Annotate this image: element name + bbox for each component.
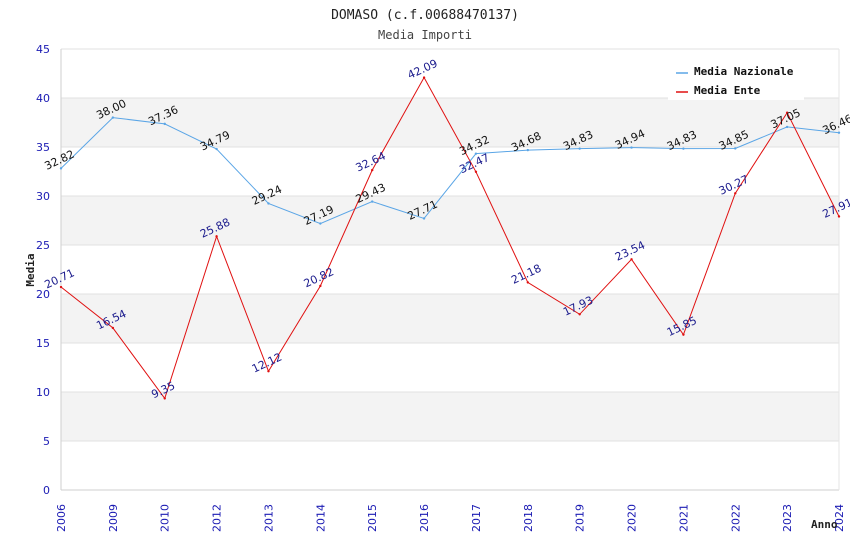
x-tick-label: 2014 <box>314 504 327 532</box>
data-point <box>371 168 374 172</box>
series-line-media-ente <box>60 76 840 400</box>
x-tick-label: 2019 <box>574 504 587 532</box>
data-point <box>111 116 115 119</box>
chart-title: DOMASO (c.f.00688470137) <box>331 8 519 23</box>
legend-label-media-ente: Media Ente <box>694 84 761 97</box>
data-point <box>267 370 270 373</box>
data-label: 12.12 <box>250 351 284 376</box>
x-axis-ticks: 2006 2009 2010 2012 2013 2014 2015 2016 2017 2018… <box>55 504 846 532</box>
x-tick-label: 2018 <box>522 504 535 532</box>
data-point <box>682 147 685 150</box>
data-point <box>785 125 789 129</box>
y-tick-label: 15 <box>36 337 50 350</box>
data-point <box>734 147 737 150</box>
legend-label-media-nazionale: Media Nazionale <box>694 65 794 78</box>
x-tick-label: 2013 <box>262 504 275 532</box>
data-point <box>578 147 581 150</box>
data-point <box>734 192 737 195</box>
x-tick-label: 2010 <box>159 504 172 532</box>
x-tick-label: 2017 <box>470 504 483 532</box>
x-tick-label: 2022 <box>729 504 742 532</box>
data-point <box>526 281 529 284</box>
x-tick-label: 2009 <box>107 504 120 532</box>
y-tick-label: 10 <box>36 386 50 399</box>
y-axis-ticks: 0 5 10 15 20 25 30 35 40 45 <box>36 43 50 497</box>
data-point <box>422 76 426 79</box>
axes <box>60 48 840 491</box>
data-point <box>163 397 166 400</box>
legend: Media Nazionale Media Ente <box>668 60 804 100</box>
data-point <box>837 131 841 134</box>
data-label: 32.64 <box>354 149 388 174</box>
data-point <box>422 217 426 220</box>
x-tick-label: 2012 <box>211 504 224 532</box>
data-point <box>215 147 218 151</box>
data-point <box>474 170 478 173</box>
data-label: 30.27 <box>717 173 751 198</box>
chart-subtitle: Media Importi <box>378 28 472 42</box>
y-axis-label: Media <box>24 253 37 286</box>
data-point <box>267 202 270 205</box>
grid-bands <box>61 98 839 441</box>
x-tick-label: 2015 <box>366 504 379 532</box>
y-tick-label: 20 <box>36 288 50 301</box>
data-label: 20.71 <box>42 266 76 291</box>
y-tick-label: 45 <box>36 43 50 56</box>
y-tick-label: 30 <box>36 190 50 203</box>
series-layer <box>59 76 841 400</box>
data-point <box>682 333 685 336</box>
series-line-media-nazionale <box>60 117 840 225</box>
x-tick-label: 2021 <box>677 504 690 532</box>
grid-band <box>61 392 839 441</box>
data-point <box>474 152 478 155</box>
x-tick-label: 2024 <box>833 504 846 532</box>
grid-band <box>61 196 839 245</box>
data-point <box>837 215 841 218</box>
grid-band <box>61 98 839 147</box>
y-tick-label: 35 <box>36 141 50 154</box>
data-point <box>59 285 63 289</box>
legend-background <box>668 60 804 100</box>
data-point <box>215 235 218 238</box>
data-point <box>630 146 633 149</box>
y-tick-label: 40 <box>36 92 50 105</box>
data-label: 42.09 <box>406 57 440 82</box>
data-point <box>163 122 166 126</box>
x-tick-label: 2020 <box>626 504 639 532</box>
y-tick-label: 5 <box>43 435 50 448</box>
data-label: 21.18 <box>509 262 543 287</box>
x-tick-label: 2016 <box>418 504 431 532</box>
data-point <box>319 284 322 288</box>
grid-band <box>61 294 839 343</box>
data-label: 20.82 <box>302 265 336 290</box>
data-point <box>785 111 789 114</box>
data-point <box>319 222 322 225</box>
data-point <box>111 326 115 330</box>
data-point <box>59 167 63 170</box>
y-tick-label: 25 <box>36 239 50 252</box>
data-point <box>578 313 581 316</box>
y-tick-label: 0 <box>43 484 50 497</box>
x-tick-label: 2023 <box>781 504 794 532</box>
data-point <box>630 258 633 261</box>
x-axis-label: Anno <box>811 518 838 531</box>
data-point <box>526 148 529 152</box>
x-tick-label: 2006 <box>55 504 68 532</box>
data-point <box>371 200 374 203</box>
